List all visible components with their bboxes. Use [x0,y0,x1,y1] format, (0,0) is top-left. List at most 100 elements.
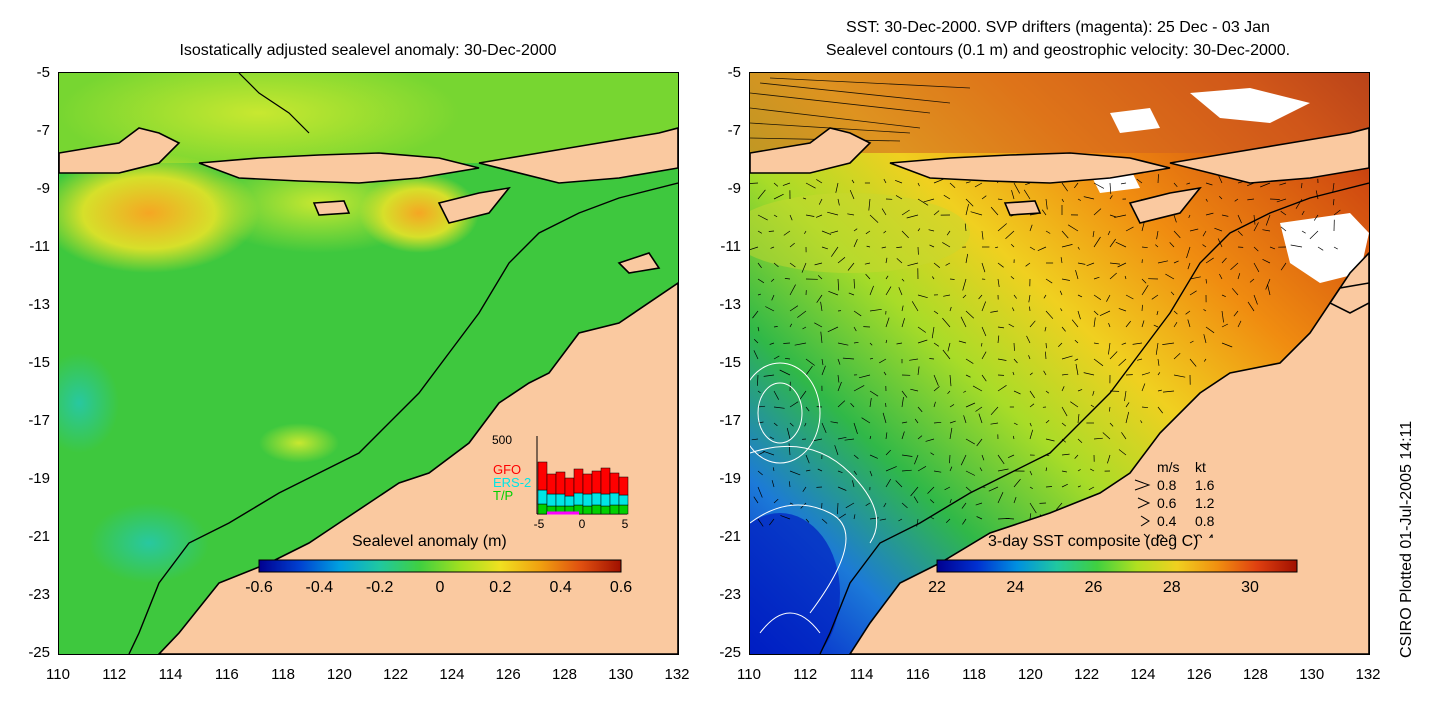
velocity-arrow [997,385,1007,392]
velocity-arrow [883,230,887,234]
velocity-arrow [1157,174,1159,184]
velocity-arrow [1155,244,1159,248]
velocity-arrow [1185,310,1191,315]
right-panel-title-line2: Sealevel contours (0.1 m) and geostrophi… [825,42,1291,59]
velocity-arrow [869,308,882,312]
velocity-arrow [962,518,967,525]
velocity-arrow [990,206,999,216]
velocity-arrow [1234,198,1239,202]
velocity-arrow [1205,212,1214,216]
velocity-arrow [1141,383,1146,392]
velocity-kt-value: 1.2 [1195,495,1215,511]
velocity-arrow [751,438,759,441]
velocity-arrow [1077,469,1081,472]
velocity-legend-header-ms: m/s [1157,459,1180,475]
velocity-arrow [1106,294,1111,302]
velocity-arrow [1013,358,1018,364]
velocity-arrow [1029,390,1035,399]
velocity-arrow [1013,182,1021,194]
sla-colorbar: -0.6 -0.4 -0.2 0 0.2 0.4 0.6 [245,559,632,596]
y-tick-label: -9 [36,180,50,197]
velocity-arrow [1013,422,1018,426]
velocity-arrow [1108,322,1111,328]
y-tick-label: -19 [28,470,50,487]
velocity-arrow [906,214,919,219]
velocity-arrow [942,349,951,360]
velocity-arrow [789,214,793,221]
velocity-arrow [1023,189,1031,200]
velocity-arrow [949,182,956,189]
velocity-arrow [1120,182,1127,185]
velocity-arrow [1265,278,1271,290]
velocity-kt-value: 0.8 [1195,513,1215,529]
velocity-arrow [1156,310,1159,316]
velocity-arrow [882,412,887,424]
velocity-arrow [928,229,935,232]
velocity-arrow [1077,262,1086,265]
velocity-arrow [1090,468,1095,472]
x-tick-label: 116 [905,666,930,683]
velocity-arrow [901,502,908,509]
velocity-arrow [896,342,903,345]
velocity-kt-value: 0.4 [1195,531,1215,538]
velocity-arrow [929,499,935,504]
velocity-arrow [981,326,987,337]
velocity-arrow [1221,342,1233,348]
velocity-arrow [1045,198,1048,210]
velocity-arrow [869,517,879,520]
velocity-arrow [853,341,859,344]
velocity-arrow [997,358,1007,361]
colorbar-tick-label: 24 [1006,579,1024,596]
velocity-arrow [1029,320,1036,328]
y-tick-label: -21 [28,528,50,545]
velocity-arrow [913,496,919,504]
velocity-arrow [1118,358,1127,367]
velocity-arrow [1315,190,1319,200]
velocity-arrow [1041,209,1047,216]
histogram-bar [609,492,620,506]
legend-gfo: GFO [493,462,521,477]
velocity-arrow [1214,227,1223,232]
histogram-x-tick: -5 [534,517,545,531]
velocity-arrow [789,422,794,427]
velocity-arrow [1157,389,1162,392]
velocity-arrow [1074,339,1079,344]
velocity-arrow [750,182,759,184]
velocity-arrow [779,369,791,376]
y-tick-label: -13 [28,296,50,313]
velocity-arrow [917,366,920,376]
velocity-arrow [962,294,967,299]
velocity-arrow [1077,294,1083,298]
velocity-arrow [852,480,855,488]
velocity-arrow [997,492,1004,504]
velocity-arrow [1136,178,1143,184]
velocity-arrow [788,443,791,456]
velocity-arrow [757,278,765,284]
velocity-arrow [788,481,791,488]
colorbar-tick-label: 0.4 [550,579,572,596]
velocity-arrow [1013,390,1021,395]
velocity-arrow [1124,390,1127,402]
velocity-arrow [1074,358,1079,361]
velocity-arrow [981,230,984,240]
velocity-arrow [757,405,766,408]
velocity-arrow [1029,224,1033,232]
velocity-arrow [1260,182,1271,188]
histogram-bar [537,489,548,505]
velocity-arrow [1108,342,1111,355]
velocity-arrow [990,310,999,313]
velocity-arrow [837,470,843,474]
velocity-arrow [1125,320,1131,328]
sealevel-anomaly-map: -0.6 -0.4 -0.2 0 0.2 0.4 0.6 Sealevel anomaly … [58,72,679,655]
velocity-arrow [997,223,1007,232]
velocity-arrow [802,486,807,492]
velocity-arrow [1045,278,1053,284]
velocity-arrow [949,404,955,408]
velocity-arrow [770,246,775,249]
velocity-arrow [944,486,951,491]
velocity-arrow [869,357,874,360]
velocity-arrow [917,198,929,206]
velocity-arrow [1313,214,1319,221]
velocity-arrow [896,258,903,264]
velocity-arrow [1043,370,1047,376]
